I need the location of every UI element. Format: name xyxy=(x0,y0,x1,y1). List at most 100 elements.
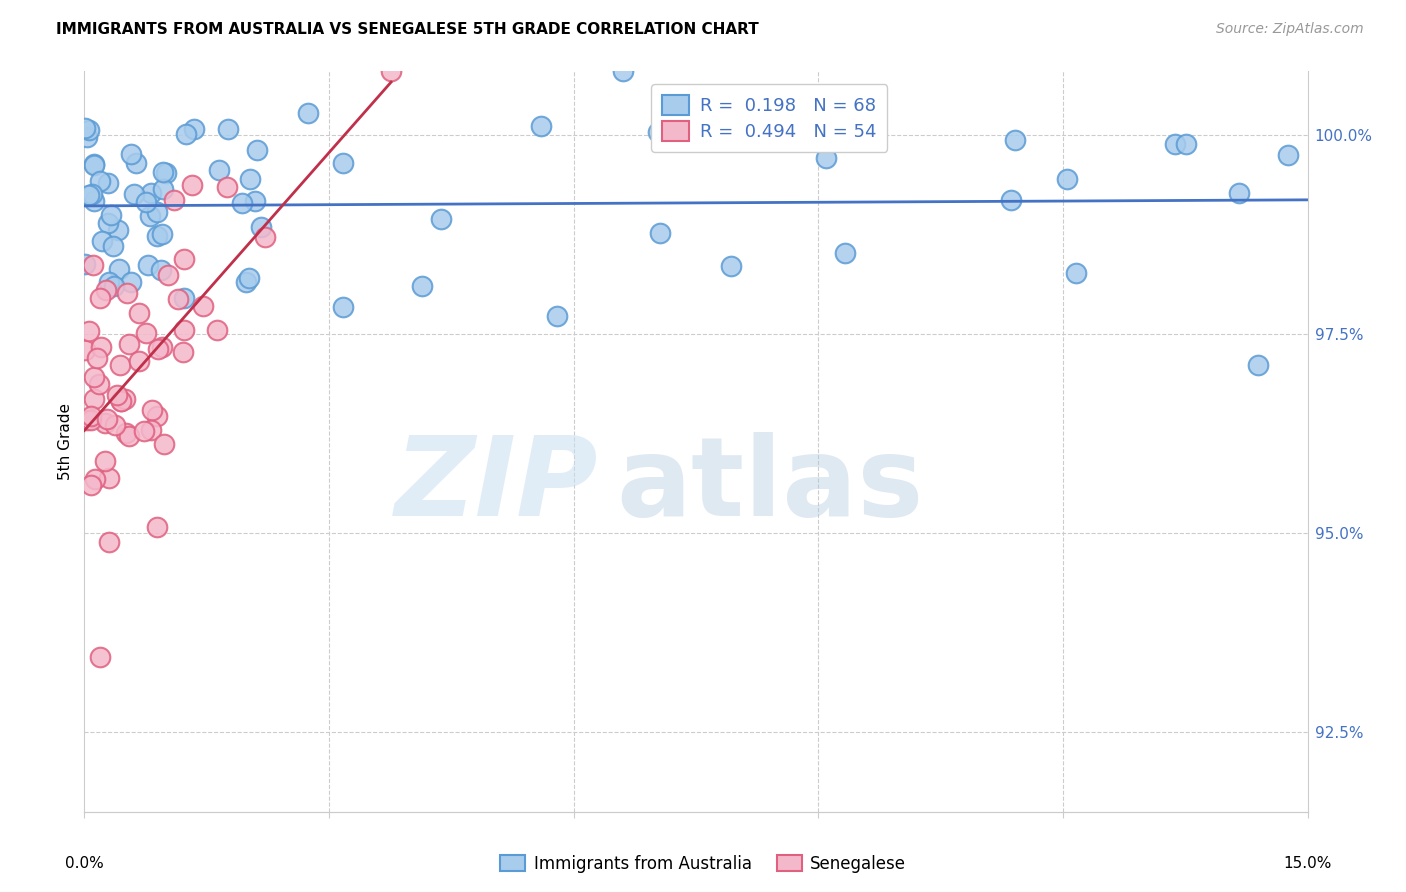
Point xyxy=(149,263,172,277)
Point xyxy=(155,166,177,180)
Point xyxy=(96,412,118,426)
Point xyxy=(150,227,173,241)
Point xyxy=(105,388,128,402)
Point xyxy=(1004,133,1026,147)
Point xyxy=(83,194,105,208)
Point xyxy=(157,268,180,283)
Point xyxy=(173,322,195,336)
Point xyxy=(173,252,195,266)
Point xyxy=(132,424,155,438)
Point xyxy=(135,326,157,341)
Point xyxy=(77,324,100,338)
Point xyxy=(411,278,433,293)
Point xyxy=(82,186,104,201)
Point xyxy=(97,276,120,290)
Point xyxy=(83,369,105,384)
Point xyxy=(83,158,105,172)
Point xyxy=(146,229,169,244)
Legend: R =  0.198   N = 68, R =  0.494   N = 54: R = 0.198 N = 68, R = 0.494 N = 54 xyxy=(651,84,887,152)
Point xyxy=(152,165,174,179)
Point xyxy=(83,157,105,171)
Point xyxy=(76,413,98,427)
Point xyxy=(546,310,568,324)
Point xyxy=(89,649,111,664)
Point xyxy=(115,286,138,301)
Point xyxy=(239,172,262,186)
Text: ZIP: ZIP xyxy=(395,433,598,540)
Point xyxy=(97,176,120,190)
Point xyxy=(173,291,195,305)
Point xyxy=(114,392,136,407)
Text: IMMIGRANTS FROM AUSTRALIA VS SENEGALESE 5TH GRADE CORRELATION CHART: IMMIGRANTS FROM AUSTRALIA VS SENEGALESE … xyxy=(56,22,759,37)
Point xyxy=(91,235,114,249)
Point xyxy=(530,120,553,134)
Point xyxy=(181,178,204,192)
Point xyxy=(89,377,111,392)
Point xyxy=(231,196,253,211)
Point xyxy=(77,123,100,137)
Point xyxy=(297,106,319,120)
Point xyxy=(720,259,742,273)
Point xyxy=(107,223,129,237)
Point xyxy=(79,409,101,423)
Point xyxy=(150,340,173,354)
Point xyxy=(146,342,169,356)
Point xyxy=(249,220,271,235)
Point xyxy=(1064,266,1087,280)
Point xyxy=(118,429,141,443)
Point xyxy=(94,416,117,430)
Point xyxy=(235,275,257,289)
Point xyxy=(103,278,125,293)
Point xyxy=(246,143,269,157)
Text: 0.0%: 0.0% xyxy=(65,855,104,871)
Point xyxy=(98,470,121,484)
Point xyxy=(815,151,838,165)
Point xyxy=(94,283,117,297)
Point xyxy=(174,128,197,142)
Point xyxy=(98,535,121,549)
Point xyxy=(75,343,97,357)
Point xyxy=(120,147,142,161)
Point xyxy=(648,226,671,240)
Point xyxy=(217,180,239,194)
Point xyxy=(76,129,98,144)
Point xyxy=(83,392,105,406)
Point xyxy=(135,195,157,210)
Point xyxy=(183,122,205,136)
Point xyxy=(118,337,141,351)
Point xyxy=(139,186,162,200)
Point xyxy=(120,275,142,289)
Point xyxy=(128,306,150,320)
Point xyxy=(101,239,124,253)
Point xyxy=(93,454,115,468)
Point xyxy=(108,261,131,276)
Point xyxy=(217,121,239,136)
Point xyxy=(191,299,214,313)
Point xyxy=(162,194,184,208)
Point xyxy=(110,394,132,409)
Text: atlas: atlas xyxy=(616,433,924,540)
Point xyxy=(100,208,122,222)
Point xyxy=(141,424,163,438)
Point xyxy=(82,258,104,272)
Point xyxy=(238,271,260,285)
Point xyxy=(80,477,103,491)
Point xyxy=(125,156,148,170)
Point xyxy=(90,340,112,354)
Point xyxy=(380,64,402,78)
Point xyxy=(1227,186,1250,201)
Point xyxy=(97,216,120,230)
Point xyxy=(1247,359,1270,373)
Point xyxy=(145,409,167,424)
Point xyxy=(89,174,111,188)
Legend: Immigrants from Australia, Senegalese: Immigrants from Australia, Senegalese xyxy=(494,848,912,880)
Point xyxy=(77,188,100,202)
Point xyxy=(83,473,105,487)
Text: 15.0%: 15.0% xyxy=(1284,855,1331,871)
Point xyxy=(108,358,131,372)
Point xyxy=(114,426,136,441)
Point xyxy=(146,520,169,534)
Point xyxy=(612,64,634,78)
Point xyxy=(1000,193,1022,207)
Point xyxy=(89,292,111,306)
